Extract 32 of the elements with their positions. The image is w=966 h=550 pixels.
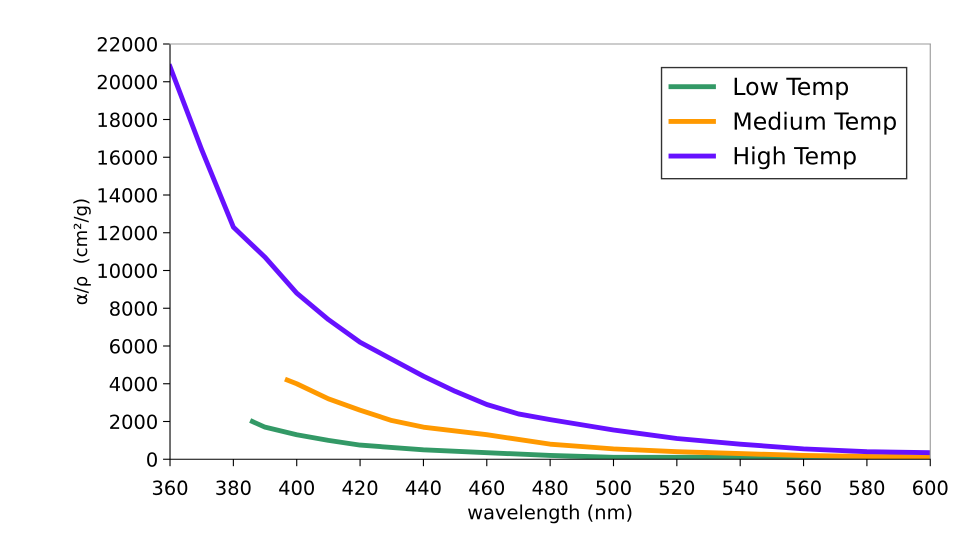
y-tick-label: 20000 bbox=[98, 74, 157, 90]
x-tick-label: 580 bbox=[850, 480, 884, 496]
x-tick-label: 420 bbox=[342, 480, 378, 496]
y-tick-label: 4000 bbox=[110, 376, 157, 392]
x-tick-label: 460 bbox=[469, 480, 504, 496]
x-tick-label: 500 bbox=[596, 480, 631, 496]
legend-label: High Temp bbox=[734, 146, 856, 170]
x-axis-title: wavelength (nm) bbox=[468, 504, 632, 524]
x-tick-label: 520 bbox=[660, 480, 694, 496]
y-tick-label: 18000 bbox=[98, 112, 157, 128]
y-tick-label: 2000 bbox=[110, 414, 157, 430]
line-series bbox=[284, 378, 930, 460]
y-tick-label: 22000 bbox=[98, 36, 157, 52]
x-tick-label: 400 bbox=[279, 480, 314, 496]
legend-label: Low Temp bbox=[734, 78, 848, 100]
legend-label: Medium Temp bbox=[734, 112, 896, 135]
x-tick-label: 440 bbox=[406, 480, 441, 496]
x-tick-label: 380 bbox=[216, 480, 251, 496]
line-series bbox=[170, 64, 930, 456]
y-tick-label: 10000 bbox=[98, 263, 157, 278]
y-tick-label: 12000 bbox=[98, 226, 157, 240]
y-axis-title: α/ρ (cm²/g) bbox=[73, 200, 91, 304]
y-tick-label: 14000 bbox=[98, 188, 157, 203]
y-tick-label: 16000 bbox=[98, 150, 157, 165]
y-tick-label: 8000 bbox=[110, 301, 157, 316]
x-tick-label: 360 bbox=[152, 480, 188, 496]
y-tick-label: 0 bbox=[147, 452, 157, 467]
x-tick-label: 480 bbox=[532, 480, 568, 496]
x-tick-label: 600 bbox=[913, 480, 948, 496]
x-tick-label: 560 bbox=[786, 480, 821, 496]
x-tick-label: 540 bbox=[723, 480, 758, 496]
y-tick-label: 6000 bbox=[110, 338, 157, 354]
